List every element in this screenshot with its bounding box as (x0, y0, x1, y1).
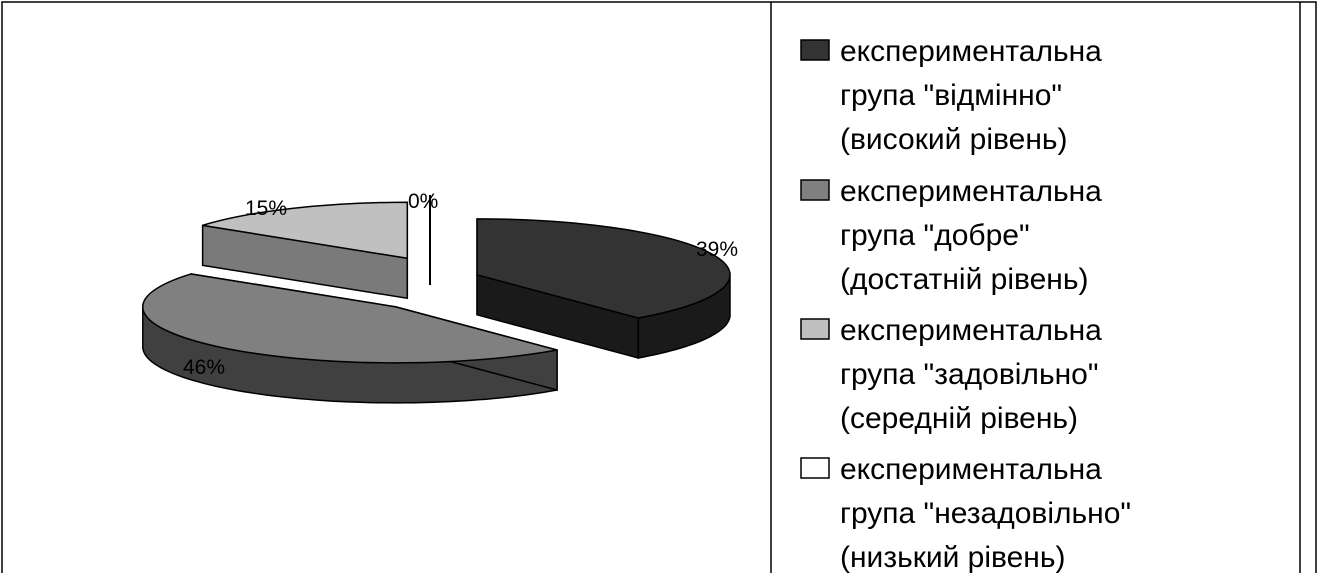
pie-slice-top-2 (142, 273, 558, 364)
data-label-0: 0% (408, 190, 438, 213)
legend-label-1-line-2: група "відмінно" (840, 79, 1062, 112)
data-label-39: 39% (696, 238, 738, 261)
legend-label-2-line-3: (достатній рівень) (840, 263, 1089, 296)
legend-item-2: експериментальна група "добре" (достатні… (800, 175, 1102, 296)
data-label-15: 15% (245, 197, 287, 220)
legend-label-4-line-3: (низький рівень) (840, 541, 1066, 573)
legend-item-4: експериментальна група "незадовільно" (н… (800, 453, 1131, 573)
pie-slice-3 (201, 201, 409, 300)
legend-item-1: експериментальна група "відмінно" (висок… (800, 35, 1102, 156)
legend-label-2-line-2: група "добре" (840, 219, 1030, 252)
legend-label-4-line-2: група "незадовільно" (840, 497, 1131, 530)
legend: експериментальна група "відмінно" (висок… (800, 35, 1131, 573)
pie-slice-top-1 (476, 218, 731, 319)
legend-swatch-4 (800, 457, 830, 479)
legend-item-3: експериментальна група "задовільно" (сер… (800, 314, 1102, 435)
data-label-46: 46% (183, 356, 225, 379)
legend-label-1-line-3: (високий рівень) (840, 123, 1068, 156)
legend-label-3-line-2: група "задовільно" (840, 358, 1098, 391)
legend-swatch-1 (800, 39, 830, 61)
legend-label-1-line-1: експериментальна (840, 35, 1102, 68)
pie-plot-area (142, 195, 731, 404)
legend-label-4-line-1: експериментальна (840, 453, 1102, 486)
legend-swatch-3 (800, 318, 830, 340)
legend-label-3-line-1: експериментальна (840, 314, 1102, 347)
pie-slice-2 (142, 273, 558, 404)
legend-label-2-line-1: експериментальна (840, 175, 1102, 208)
legend-label-3-line-3: (середній рівень) (840, 402, 1078, 435)
pie-slice-1 (476, 218, 731, 359)
pie-slice-top-3 (202, 201, 409, 260)
legend-swatch-2 (800, 179, 830, 201)
